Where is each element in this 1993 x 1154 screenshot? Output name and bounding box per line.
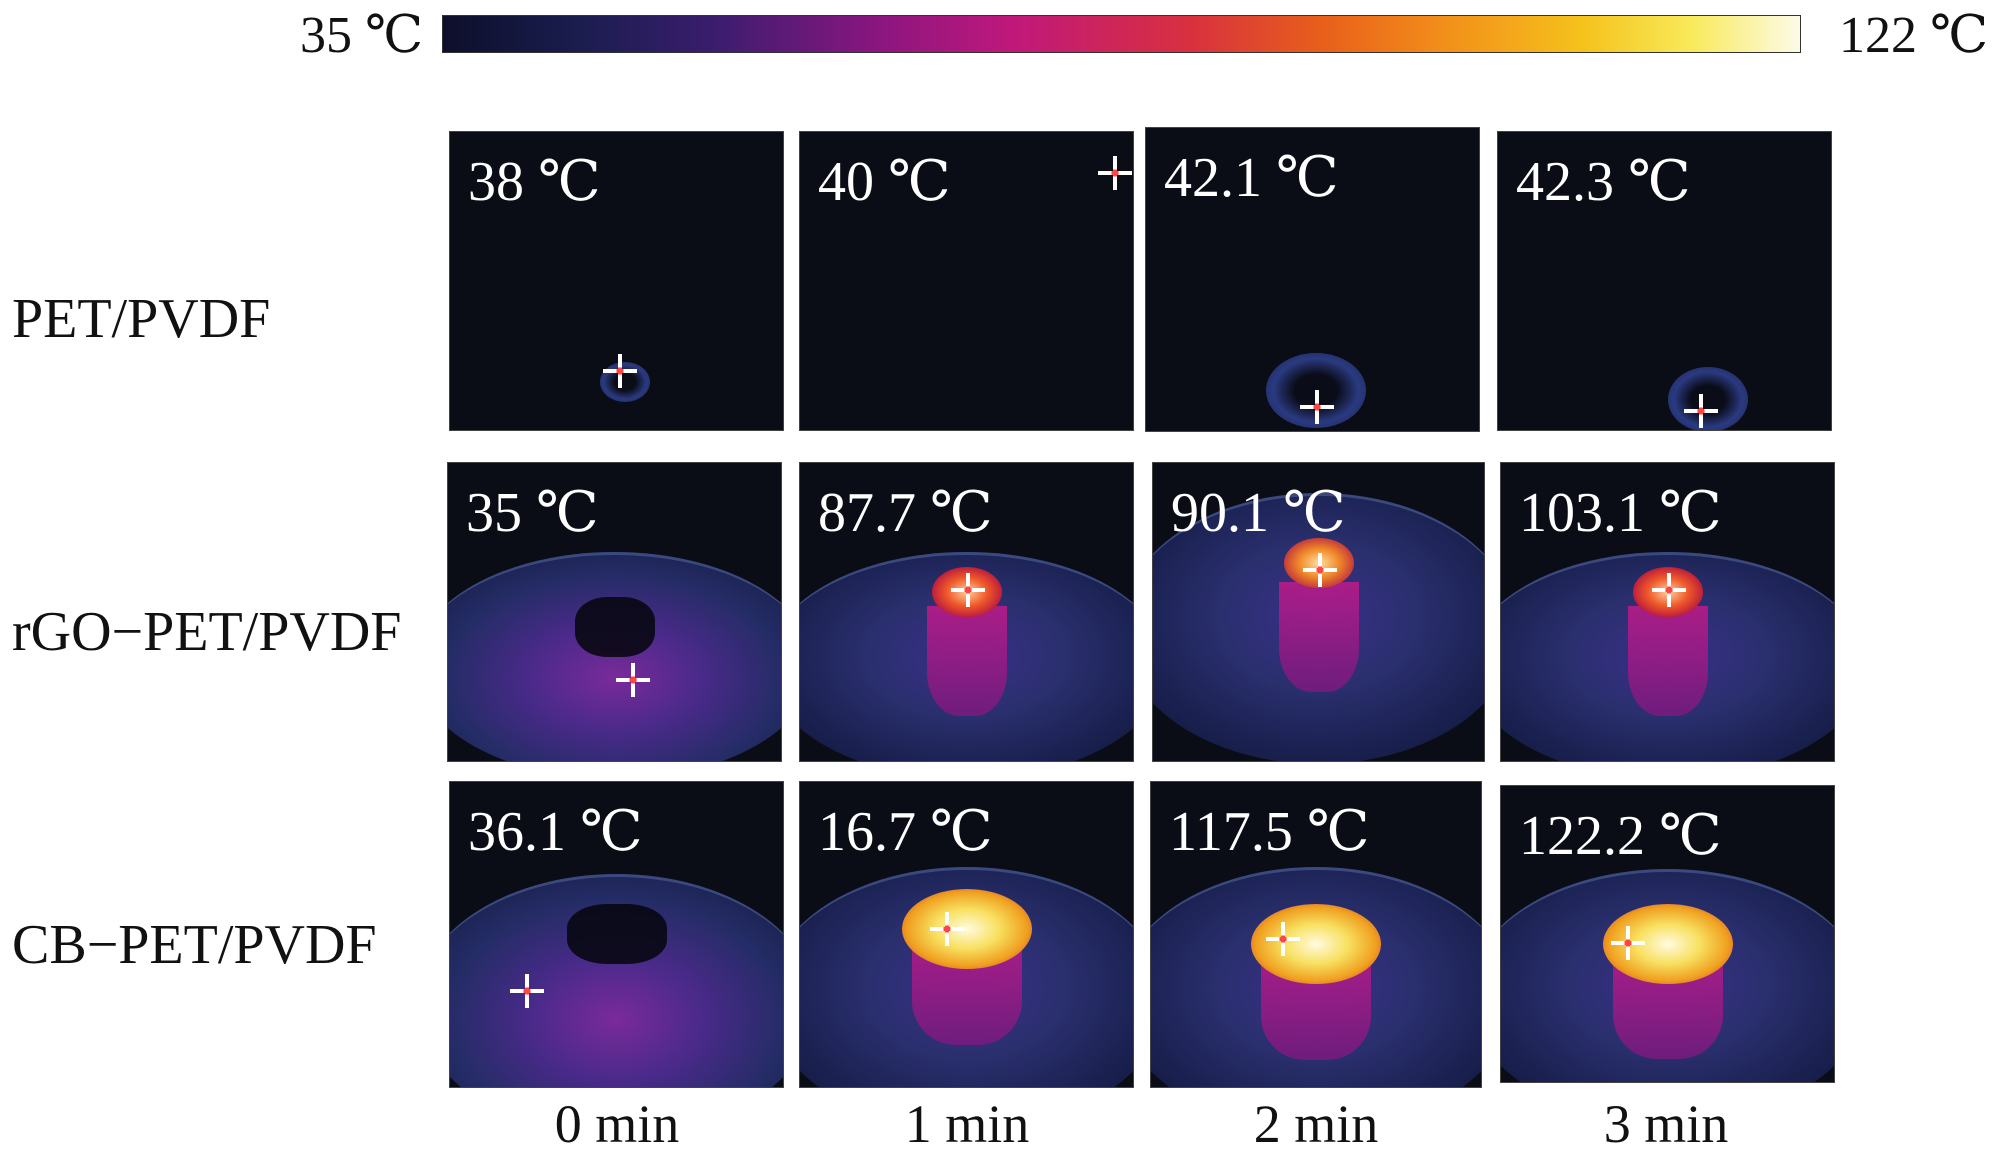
column-label-1min: 1 min [904, 1094, 1030, 1154]
thermal-image-rgo-0min: 35 ℃ [447, 462, 782, 762]
temperature-readout: 38 ℃ [468, 151, 601, 213]
crosshair-icon [1300, 390, 1334, 424]
temperature-colorbar [442, 15, 1801, 53]
crosshair-icon [951, 573, 985, 607]
column-label-3min: 3 min [1603, 1094, 1729, 1154]
sample [926, 606, 1007, 717]
thermal-image-rgo-1min: 87.7 ℃ [799, 462, 1134, 762]
thermal-image-cb-3min: 122.2 ℃ [1500, 785, 1835, 1083]
crosshair-icon [1611, 926, 1645, 960]
row-label-cb-pet-pvdf: CB−PET/PVDF [12, 914, 377, 976]
crosshair-icon [1098, 156, 1132, 190]
crosshair-icon [1266, 922, 1300, 956]
petri-dish [448, 552, 781, 761]
temperature-readout: 90.1 ℃ [1171, 482, 1346, 544]
temperature-readout: 42.1 ℃ [1164, 147, 1339, 209]
temperature-readout: 87.7 ℃ [818, 482, 993, 544]
temperature-readout: 36.1 ℃ [468, 801, 643, 863]
sample [1627, 606, 1708, 717]
crosshair-icon [1684, 394, 1718, 428]
sample [600, 362, 650, 402]
thermal-image-cb-0min: 36.1 ℃ [449, 781, 784, 1088]
thermal-image-cb-1min: 16.7 ℃ [799, 781, 1134, 1088]
crosshair-icon [603, 354, 637, 388]
thermal-image-pet-3min: 42.3 ℃ [1497, 131, 1832, 431]
temperature-readout: 42.3 ℃ [1516, 151, 1691, 213]
colorbar-min-label: 35 ℃ [300, 7, 424, 64]
colorbar-max-label: 122 ℃ [1839, 7, 1989, 64]
temperature-readout: 40 ℃ [818, 151, 951, 213]
temperature-readout: 122.2 ℃ [1519, 805, 1722, 867]
temperature-readout: 117.5 ℃ [1169, 801, 1370, 863]
crosshair-icon [1652, 573, 1686, 607]
row-label-rgo-pet-pvdf: rGO−PET/PVDF [12, 601, 402, 663]
column-label-2min: 2 min [1253, 1094, 1379, 1154]
sample [1668, 367, 1748, 430]
sample [574, 597, 655, 658]
crosshair-icon [1303, 553, 1337, 587]
thermal-image-pet-1min: 40 ℃ [799, 131, 1134, 431]
crosshair-icon [930, 912, 964, 946]
thermal-image-pet-2min: 42.1 ℃ [1145, 127, 1480, 432]
thermal-image-cb-2min: 117.5 ℃ [1150, 781, 1482, 1088]
crosshair-icon [510, 974, 544, 1008]
crosshair-icon [616, 663, 650, 697]
sample [566, 904, 667, 964]
temperature-readout: 103.1 ℃ [1519, 482, 1722, 544]
hotspot [1251, 904, 1381, 984]
temperature-readout: 16.7 ℃ [818, 801, 993, 863]
hotspot [901, 888, 1032, 969]
row-label-pet-pvdf: PET/PVDF [12, 288, 271, 350]
thermal-image-rgo-3min: 103.1 ℃ [1500, 462, 1835, 762]
thermal-image-pet-0min: 38 ℃ [449, 131, 784, 431]
sample [1278, 582, 1359, 693]
column-label-0min: 0 min [554, 1094, 680, 1154]
temperature-readout: 35 ℃ [466, 482, 599, 544]
thermal-image-rgo-2min: 90.1 ℃ [1152, 462, 1485, 762]
